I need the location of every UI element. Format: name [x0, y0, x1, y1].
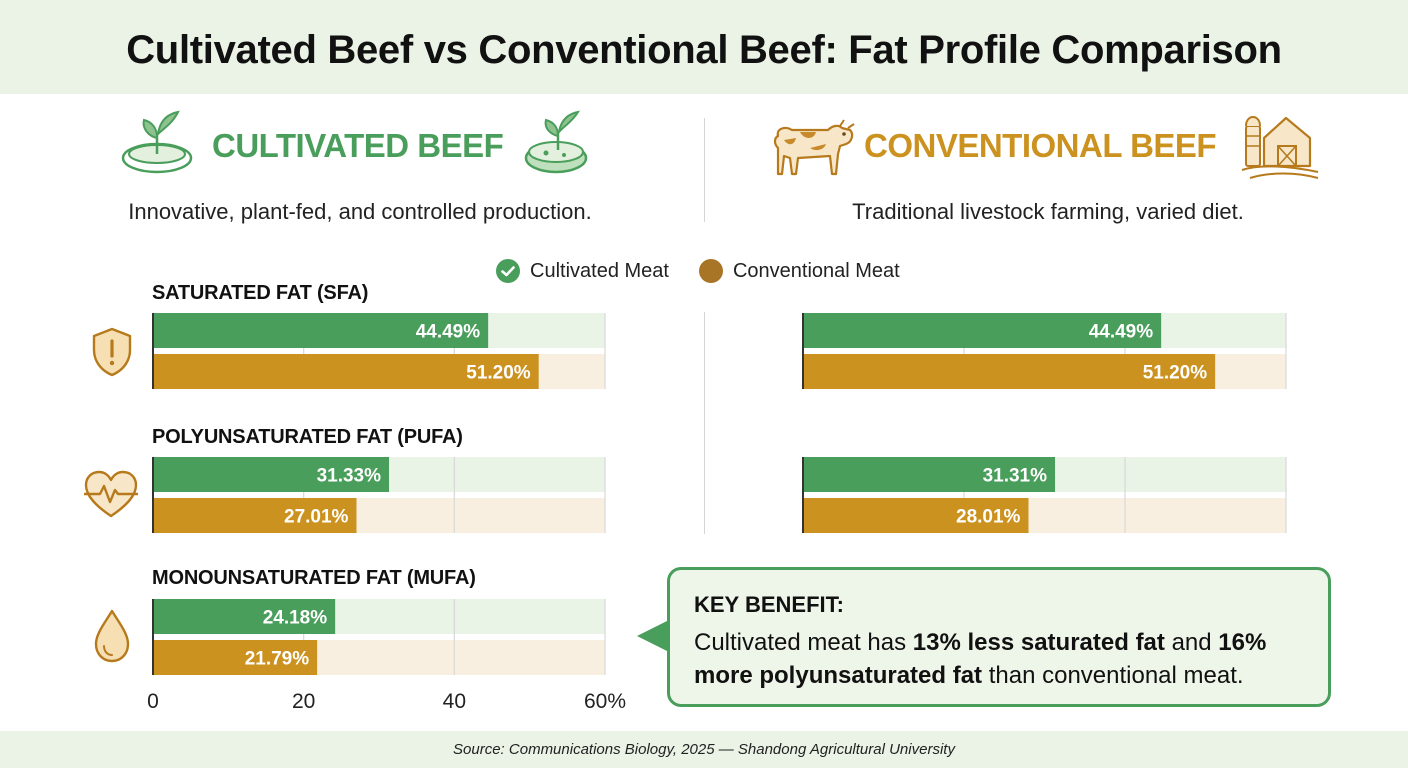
data-label: 21.79%	[245, 649, 310, 670]
bar-cultivated	[803, 313, 1162, 348]
callout-text-1: Cultivated meat has	[694, 629, 913, 656]
cultivated-subtitle: Innovative, plant-fed, and controlled pr…	[128, 199, 592, 224]
data-label: 27.01%	[284, 507, 349, 528]
legend-label-conventional: Conventional Meat	[732, 259, 900, 282]
callout-bold-1: 13% less saturated fat	[912, 629, 1165, 656]
title-bar: Cultivated Beef vs Conventional Beef: Fa…	[0, 0, 1408, 94]
data-label: 31.31%	[983, 466, 1048, 487]
panel-divider	[704, 312, 705, 534]
shield-alert-icon	[92, 327, 132, 377]
callout-text-2: and	[1164, 629, 1219, 656]
callout-text-3: than conventional meat.	[982, 662, 1244, 689]
cow-icon	[773, 119, 855, 176]
bar-cultivated	[803, 457, 1056, 492]
category-label-mufa: MONOUNSATURATED FAT (MUFA)	[152, 567, 476, 589]
bar-conventional	[153, 498, 357, 533]
bar-cultivated	[153, 599, 336, 634]
conventional-heading: CONVENTIONAL BEEF	[864, 127, 1217, 164]
sprout-dish-icon	[121, 110, 193, 174]
drop-icon	[94, 609, 130, 663]
bar-conventional	[153, 354, 539, 389]
source-text: Source: Communications Biology, 2025 — S…	[453, 741, 955, 758]
callout-bold-2: 16% more polyunsaturated fat	[694, 629, 1267, 689]
data-label: 24.18%	[263, 608, 328, 629]
x-tick-label: 0	[147, 690, 159, 713]
category-label-sfa: SATURATED FAT (SFA)	[152, 282, 369, 304]
x-tick-label: 20	[292, 690, 315, 713]
bar-cultivated	[153, 313, 489, 348]
callout-pointer	[637, 620, 669, 652]
data-label: 31.33%	[317, 466, 382, 487]
source-bar: Source: Communications Biology, 2025 — S…	[0, 731, 1408, 768]
data-label: 44.49%	[1089, 322, 1154, 343]
bar-conventional	[153, 640, 318, 675]
callout-text: Cultivated meat has 13% less saturated f…	[694, 626, 1314, 692]
cultivated-heading: CULTIVATED BEEF	[212, 127, 504, 164]
legend-swatch-cultivated	[496, 259, 520, 283]
check-icon	[501, 266, 515, 277]
sprout-dish-icon	[524, 110, 588, 174]
data-label: 44.49%	[416, 322, 481, 343]
barn-silo-icon	[1241, 116, 1319, 179]
callout-heading: KEY BENEFIT:	[694, 592, 844, 617]
page-title: Cultivated Beef vs Conventional Beef: Fa…	[126, 28, 1282, 72]
x-tick-label: 40	[443, 690, 466, 713]
legend-swatch-conventional	[698, 259, 723, 283]
data-label: 51.20%	[466, 363, 531, 384]
data-label: 51.20%	[1143, 363, 1208, 384]
bar-cultivated	[153, 457, 390, 492]
category-label-pufa: POLYUNSATURATED FAT (PUFA)	[152, 426, 463, 448]
legend-label-cultivated: Cultivated Meat	[530, 259, 669, 282]
panel-divider	[704, 118, 705, 222]
bar-conventional	[803, 498, 1029, 533]
conventional-subtitle: Traditional livestock farming, varied di…	[852, 199, 1244, 224]
heart-pulse-icon	[84, 470, 138, 518]
bar-conventional	[803, 354, 1216, 389]
data-label: 28.01%	[956, 507, 1021, 528]
chart-canvas: 44.49% 31.33% 24.18% 51.20% 27.01% 21.79% 0 20 4…	[147, 313, 1287, 713]
chart-legend: Cultivated Meat Conventional Meat	[496, 258, 900, 284]
key-benefit-callout: KEY BENEFIT: Cultivated meat has 13% les…	[667, 567, 1331, 707]
x-tick-label: 60%	[584, 690, 626, 713]
